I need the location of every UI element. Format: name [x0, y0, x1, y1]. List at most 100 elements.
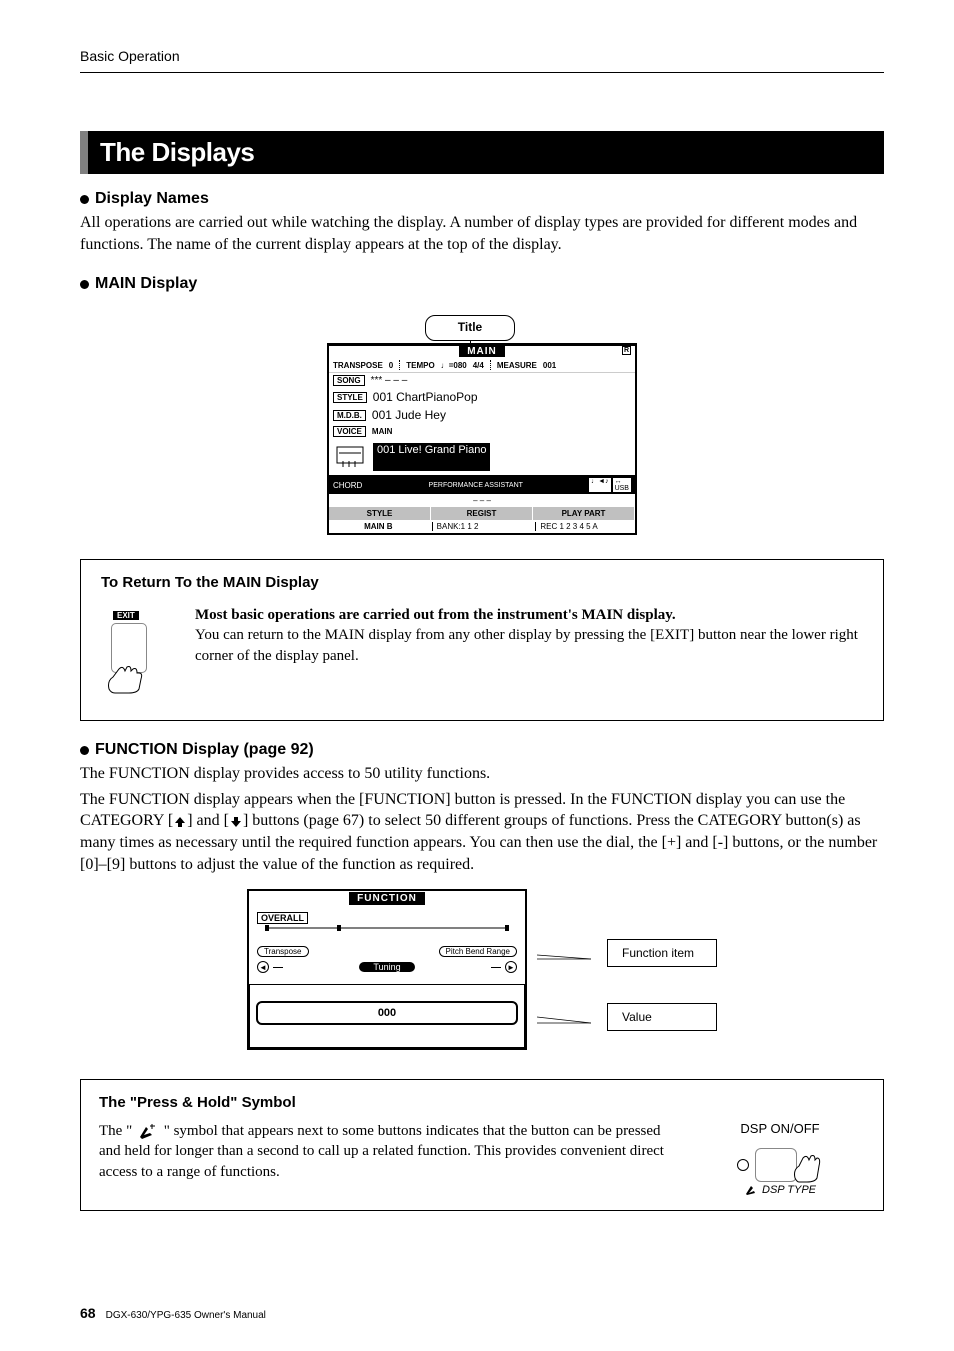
song-tag: SONG: [333, 375, 365, 386]
footer-c: REC 1 2 3 4 5 A: [535, 522, 631, 531]
lcd-chord-row: CHORD PERFORMANCE ASSISTANT ♩◄♪ ↔USB: [329, 475, 635, 494]
dsp-type-row: DSP TYPE: [695, 1184, 865, 1196]
pill-pitchbend: Pitch Bend Range: [439, 946, 518, 957]
tab-regist: REGIST: [431, 507, 533, 520]
function-value-area: 000: [249, 984, 525, 1048]
value-text: 000: [378, 1007, 396, 1019]
page-number: 68: [80, 1305, 96, 1321]
press-hold-box: The "Press & Hold" Symbol The " " symbol…: [80, 1079, 884, 1211]
lcd-bottom-tabs: STYLE REGIST PLAY PART: [329, 507, 635, 520]
right-arrow-icon: ►: [505, 961, 517, 973]
lcd-title: MAIN: [459, 346, 505, 357]
divider: [399, 360, 400, 370]
hand-press-icon: [101, 661, 151, 697]
main-lcd: MAIN R TRANSPOSE 0 TEMPO ♩=080 4/4 MEASU…: [327, 343, 637, 535]
ph-title: The "Press & Hold" Symbol: [99, 1094, 865, 1111]
section3-p1: The FUNCTION display provides access to …: [80, 763, 884, 785]
tab-playpart: PLAY PART: [533, 507, 635, 520]
return-info-box: To Return To the MAIN Display EXIT Most …: [80, 559, 884, 721]
subhead-function-display: FUNCTION Display (page 92): [80, 741, 884, 759]
tuning-label: Tuning: [359, 962, 414, 972]
exit-button-figure: EXIT: [101, 605, 171, 702]
mdb-value: 001 Jude Hey: [372, 408, 446, 422]
function-body: OVERALL Transpose Pitch Bend Range ◄ Tun…: [249, 906, 525, 984]
main-display-figure: Title MAIN R TRANSPOSE 0 TEMPO ♩=080 4/4…: [327, 343, 637, 535]
title-callout-text: Title: [458, 320, 482, 334]
nav-line-icon: [257, 922, 517, 934]
mdb-tag: M.D.B.: [333, 410, 366, 421]
jog-icon: ♩◄♪: [589, 478, 610, 492]
value-slot: 000: [256, 1001, 518, 1025]
category-down-icon: [229, 815, 243, 829]
led-icon: [737, 1159, 749, 1171]
title-bar: The Displays: [80, 131, 884, 174]
function-head-text: FUNCTION: [349, 892, 425, 905]
subhead-text: MAIN Display: [95, 275, 197, 293]
title-bar-text: The Displays: [100, 137, 254, 167]
perf-label: PERFORMANCE ASSISTANT: [429, 482, 523, 489]
bullet-icon: [80, 280, 89, 289]
status-ts: 4/4: [473, 361, 484, 370]
subhead-display-names: Display Names: [80, 190, 884, 208]
p2b: ] and [: [187, 812, 229, 829]
function-head: FUNCTION: [249, 891, 525, 906]
lcd-style-row: STYLE 001 ChartPianoPop: [329, 388, 635, 406]
press-hold-small-icon: [744, 1184, 760, 1196]
pht2: " symbol that appears next to some butto…: [99, 1123, 664, 1180]
pill-transpose: Transpose: [257, 946, 309, 957]
section1-body: All operations are carried out while wat…: [80, 212, 884, 255]
r-icon: R: [622, 346, 631, 355]
exit-label: EXIT: [113, 611, 139, 620]
page-footer: 68 DGX-630/YPG-635 Owner's Manual: [80, 1305, 266, 1321]
press-hold-icon: [136, 1123, 160, 1141]
lcd-mdb-row: M.D.B. 001 Jude Hey: [329, 406, 635, 424]
lcd-titlebar: MAIN R: [329, 345, 635, 358]
header-rule: [80, 72, 884, 73]
manual-name: DGX-630/YPG-635 Owner's Manual: [106, 1310, 266, 1321]
divider: [490, 360, 491, 370]
piano-icon: [333, 443, 367, 471]
footer-a: MAIN B: [333, 522, 424, 531]
subhead-text: Display Names: [95, 190, 209, 208]
left-arrow-icon: ◄: [257, 961, 269, 973]
status-measure-value: 001: [543, 361, 556, 370]
lcd-dashes: – – –: [329, 494, 635, 507]
lcd-footer: MAIN B BANK:1 1 2 REC 1 2 3 4 5 A: [329, 520, 635, 533]
lcd-voicename-row: 001 Live! Grand Piano: [329, 439, 635, 475]
song-value: *** – – –: [371, 375, 408, 386]
callout-column: Function item Value: [607, 889, 717, 1031]
status-tempo-label: TEMPO: [406, 361, 434, 370]
callout-value: Value: [607, 1003, 717, 1031]
pht1: The ": [99, 1123, 136, 1139]
category-up-icon: [173, 815, 187, 829]
tab-style: STYLE: [329, 507, 431, 520]
voice-tag: VOICE: [333, 426, 366, 437]
section3-p2: The FUNCTION display appears when the [F…: [80, 789, 884, 875]
function-nav: Transpose Pitch Bend Range: [257, 946, 517, 957]
status-tempo-value: ♩=080: [441, 361, 467, 370]
lcd-voice-row: VOICE MAIN: [329, 424, 635, 439]
header-section-label: Basic Operation: [80, 48, 180, 64]
lcd-status-row: TRANSPOSE 0 TEMPO ♩=080 4/4 MEASURE 001: [329, 358, 635, 373]
dsp-on-label: DSP ON/OFF: [695, 1121, 865, 1136]
subhead-text: FUNCTION Display (page 92): [95, 741, 314, 759]
function-figure: FUNCTION OVERALL Transpose Pitch Bend Ra…: [80, 889, 884, 1059]
dsp-button-figure: DSP ON/OFF DSP TYPE: [695, 1121, 865, 1196]
function-nav2: ◄ Tuning ►: [257, 961, 517, 973]
usb-icon: ↔USB: [613, 478, 631, 492]
status-transpose-value: 0: [389, 361, 393, 370]
bullet-icon: [80, 746, 89, 755]
return-box-text: Most basic operations are carried out fr…: [195, 605, 863, 702]
return-line1: Most basic operations are carried out fr…: [195, 607, 676, 623]
style-value: 001 ChartPianoPop: [373, 390, 478, 404]
return-line2: You can return to the MAIN display from …: [195, 627, 858, 663]
status-transpose-label: TRANSPOSE: [333, 361, 383, 370]
voice-name: 001 Live! Grand Piano: [373, 443, 490, 471]
voice-label: MAIN: [372, 427, 392, 436]
bullet-icon: [80, 195, 89, 204]
lcd-song-row: SONG *** – – –: [329, 373, 635, 388]
subhead-main-display: MAIN Display: [80, 275, 884, 293]
status-measure-label: MEASURE: [497, 361, 537, 370]
footer-b: BANK:1 1 2: [432, 522, 528, 531]
title-callout: Title: [425, 315, 515, 341]
